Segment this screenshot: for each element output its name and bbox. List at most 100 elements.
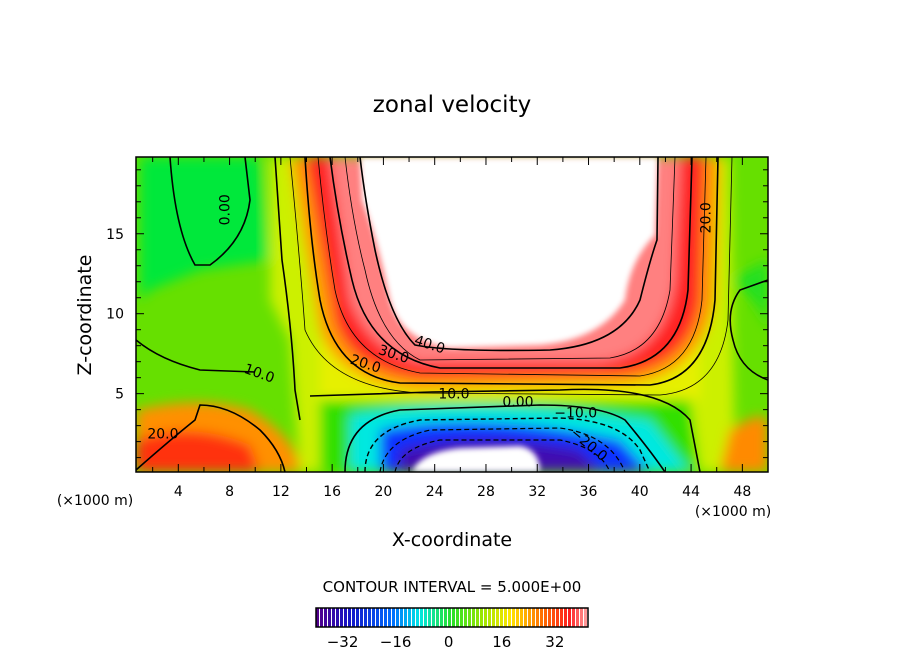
colorbar-swatch [408,608,411,627]
contour-20-left [136,404,286,472]
colorbar-swatch [448,608,451,627]
contour-10-left-h [136,339,256,373]
colorbar-swatch [484,608,487,627]
colorbar-swatch [556,608,559,627]
colorbar-swatch [512,608,515,627]
colorbar-swatch [356,608,359,627]
colorbar-swatch [368,608,371,627]
x-tick-label: 16 [323,484,341,500]
colorbar-swatch [520,608,523,627]
colorbar-swatch [572,608,575,627]
x-tick-label: 24 [426,484,444,500]
region-max-hole [360,157,658,348]
contour-label: 0.00 [218,194,234,225]
contour-25 [317,157,707,377]
colorbar-frame [315,607,589,628]
colorbar-swatch [528,608,531,627]
colorbar-swatch [388,608,391,627]
contour-40 [359,157,659,352]
colorbar-swatch [516,608,519,627]
colorbar-swatch [536,608,539,627]
contour-0-lower [344,404,666,472]
y-tick-label: 5 [115,387,124,403]
contour-10-left [274,157,301,421]
contour-label: 20.0 [698,202,714,233]
colorbar-swatch [340,608,343,627]
colorbar-swatch [500,608,503,627]
colorbar-swatch [432,608,435,627]
colorbar-swatch [584,608,587,627]
colorbar-swatch [504,608,507,627]
colorbar-swatch [344,608,347,627]
y-tick-label: 10 [106,307,124,323]
colorbar-swatch [380,608,383,627]
colorbar-swatch [372,608,375,627]
colorbar-swatch [560,608,563,627]
contour-20 [304,157,719,386]
colorbar-swatch [468,608,471,627]
region-red-bottomleft [136,431,260,472]
colorbar-swatch [420,608,423,627]
y-axis-label: Z-coordinate [74,255,96,376]
colorbar-swatch [416,608,419,627]
colorbar-swatch [564,608,567,627]
colorbar-labels: −32 −16 0 16 32 [327,633,565,651]
colorbar-swatch [532,608,535,627]
colorbar-swatch [332,608,335,627]
colorbar-swatch [496,608,499,627]
colorbar-swatch [488,608,491,627]
colorbar-swatch [392,608,395,627]
colorbar-tick-label: −32 [327,633,359,651]
plot-frame [135,156,769,473]
x-tick-label: 44 [682,484,700,500]
contour-label: 20.0 [147,426,178,442]
colorbar-swatch [348,608,351,627]
colorbar [316,608,587,627]
colorbar-swatch [360,608,363,627]
x-tick-label: 12 [272,484,290,500]
colorbar-swatch [328,608,331,627]
colorbar-swatch [464,608,467,627]
x-tick-label: 4 [174,484,183,500]
colorbar-swatch [456,608,459,627]
contour-label: −10.0 [554,406,597,422]
region-green-right [730,260,768,330]
region-orange-bottomright [720,416,768,472]
colorbar-swatch [568,608,571,627]
contour-neg15 [379,427,626,472]
colorbar-swatch [508,608,511,627]
contour-0 [169,157,251,266]
plot-area: 0.00 20.040.030.020.010.010.0 0.00−10.0−20… [136,157,768,472]
contour-10-right [729,279,768,381]
x-tick-label: 28 [477,484,495,500]
colorbar-swatch [316,608,319,627]
y-tick-label: 15 [106,227,124,243]
contour-interval-label: CONTOUR INTERVAL = 5.000E+00 [323,578,582,596]
colorbar-swatch [476,608,479,627]
x-axis-label: X-coordinate [392,529,512,551]
contour-35 [344,157,676,361]
colorbar-swatch [412,608,415,627]
colorbar-swatch [400,608,403,627]
colorbar-swatch [352,608,355,627]
colorbar-swatch [444,608,447,627]
x-tick-label: 8 [225,484,234,500]
colorbar-swatch [548,608,551,627]
colorbar-swatch [436,608,439,627]
colorbar-swatch [552,608,555,627]
colorbar-swatch [396,608,399,627]
colorbar-swatch [524,608,527,627]
region-min-hole [412,446,540,472]
colorbar-swatch [428,608,431,627]
colorbar-swatch [540,608,543,627]
contour-15 [289,157,733,396]
contour-30 [329,157,693,369]
contour-lines [136,157,768,472]
colorbar-swatch [544,608,547,627]
chart-title: zonal velocity [373,92,531,118]
x-tick-label: 36 [580,484,598,500]
contour-10-mid [309,388,701,472]
colorbar-swatch [404,608,407,627]
